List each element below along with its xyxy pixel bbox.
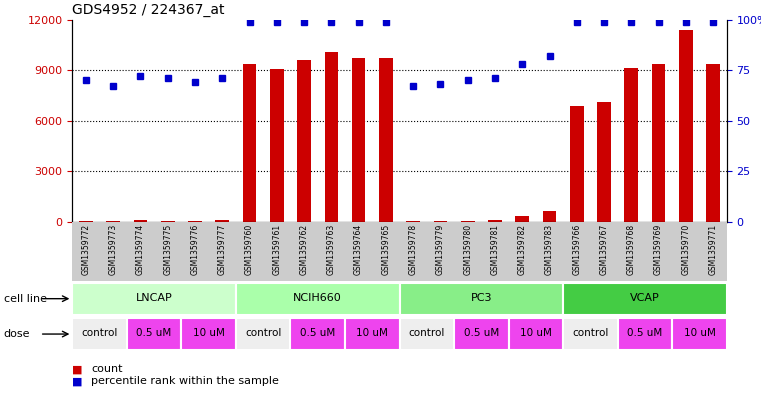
Bar [515,216,529,222]
Text: GSM1359783: GSM1359783 [545,224,554,275]
Bar [488,220,501,222]
Text: ■: ■ [72,364,83,375]
Text: LNCAP: LNCAP [135,293,173,303]
Text: GSM1359764: GSM1359764 [354,224,363,275]
Text: 0.5 uM: 0.5 uM [136,328,172,338]
Bar [570,106,584,222]
Bar [291,318,345,350]
Text: 10 uM: 10 uM [683,328,715,338]
Text: control: control [81,328,118,338]
Bar [597,102,611,222]
Bar [72,283,236,314]
Text: PC3: PC3 [470,293,492,303]
Text: GSM1359763: GSM1359763 [327,224,336,275]
Text: GSM1359779: GSM1359779 [436,224,445,275]
Text: GSM1359776: GSM1359776 [190,224,199,275]
Bar [352,58,365,222]
Text: GSM1359772: GSM1359772 [81,224,91,275]
Text: 10 uM: 10 uM [356,328,388,338]
Bar [345,318,400,350]
Text: GSM1359780: GSM1359780 [463,224,472,275]
Text: control: control [409,328,445,338]
Text: GSM1359765: GSM1359765 [381,224,390,275]
Bar [454,318,508,350]
Bar [243,64,256,222]
Text: GSM1359773: GSM1359773 [109,224,118,275]
Text: GSM1359766: GSM1359766 [572,224,581,275]
Bar [434,221,447,222]
Text: GSM1359774: GSM1359774 [136,224,145,275]
Bar [618,318,672,350]
Text: 0.5 uM: 0.5 uM [300,328,336,338]
Bar [270,68,284,222]
Bar [461,220,475,222]
Bar [161,220,174,222]
Bar [134,220,148,222]
Text: dose: dose [4,329,30,339]
Bar [543,211,556,222]
Bar [215,220,229,222]
Text: control: control [245,328,282,338]
Bar [79,221,93,222]
Text: GSM1359760: GSM1359760 [245,224,254,275]
Text: GSM1359770: GSM1359770 [681,224,690,275]
Bar [236,283,400,314]
Text: count: count [91,364,123,375]
Text: ■: ■ [72,376,83,386]
Text: control: control [572,328,609,338]
Text: GSM1359768: GSM1359768 [627,224,635,275]
Text: GSM1359777: GSM1359777 [218,224,227,275]
Text: GSM1359781: GSM1359781 [491,224,499,275]
Bar [72,318,127,350]
Bar [107,221,120,222]
Bar [400,283,563,314]
Bar [651,64,665,222]
Text: GDS4952 / 224367_at: GDS4952 / 224367_at [72,3,224,17]
Bar [379,58,393,222]
Bar [188,221,202,222]
Text: GSM1359769: GSM1359769 [654,224,663,275]
Text: GSM1359775: GSM1359775 [164,224,172,275]
Bar [679,30,693,222]
Text: percentile rank within the sample: percentile rank within the sample [91,376,279,386]
Bar [625,68,638,222]
Bar [672,318,727,350]
Text: GSM1359762: GSM1359762 [300,224,308,275]
Text: 10 uM: 10 uM [193,328,224,338]
Bar [324,52,338,222]
Text: GSM1359778: GSM1359778 [409,224,418,275]
Text: GSM1359767: GSM1359767 [600,224,609,275]
Bar [406,221,420,222]
Bar [181,318,236,350]
Text: 0.5 uM: 0.5 uM [463,328,499,338]
Bar [563,318,618,350]
Bar [508,318,563,350]
Text: VCAP: VCAP [630,293,660,303]
Bar [400,318,454,350]
Bar [706,64,720,222]
Bar [298,60,311,222]
Text: 0.5 uM: 0.5 uM [627,328,663,338]
Text: GSM1359782: GSM1359782 [517,224,527,275]
Bar [236,318,291,350]
Bar [127,318,181,350]
Text: cell line: cell line [4,294,47,304]
Text: GSM1359771: GSM1359771 [708,224,718,275]
Text: GSM1359761: GSM1359761 [272,224,282,275]
Text: 10 uM: 10 uM [520,328,552,338]
Bar [563,283,727,314]
Text: NCIH660: NCIH660 [293,293,342,303]
